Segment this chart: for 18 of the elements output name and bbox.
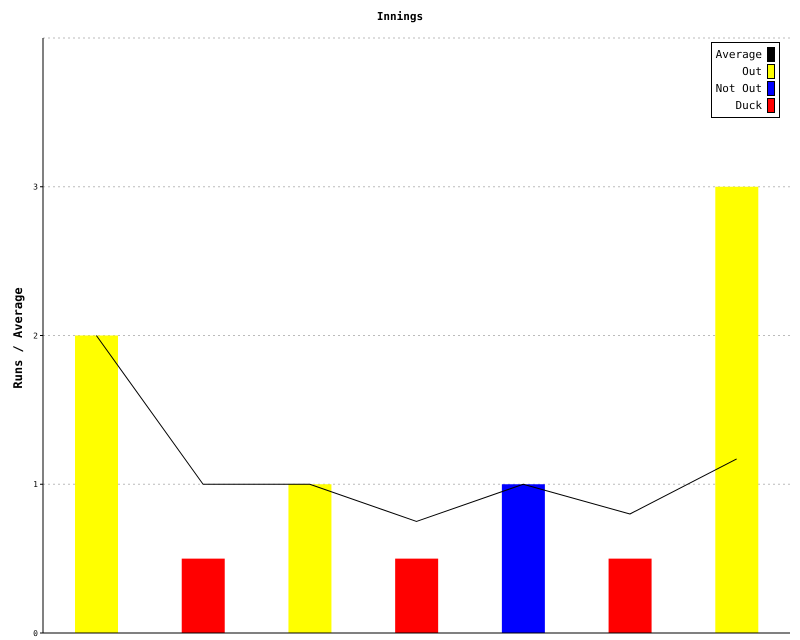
legend-label: Not Out bbox=[716, 82, 762, 95]
bar bbox=[715, 186, 758, 633]
legend-label: Average bbox=[716, 48, 762, 61]
y-tick-label: 3 bbox=[33, 182, 38, 192]
y-tick-label: 0 bbox=[33, 628, 38, 638]
y-axis-title: Runs / Average bbox=[11, 287, 25, 389]
chart-title: Innings bbox=[376, 10, 424, 23]
legend-label: Duck bbox=[736, 99, 762, 112]
line-series bbox=[96, 335, 738, 522]
legend-label: Out bbox=[742, 65, 762, 78]
bar bbox=[608, 558, 652, 633]
bar bbox=[75, 336, 118, 633]
bar bbox=[395, 558, 438, 633]
y-tick-label: 1 bbox=[33, 480, 38, 490]
bar bbox=[502, 484, 545, 633]
y-tick-label: 2 bbox=[33, 331, 38, 340]
bar bbox=[288, 484, 332, 633]
bar bbox=[182, 558, 225, 633]
